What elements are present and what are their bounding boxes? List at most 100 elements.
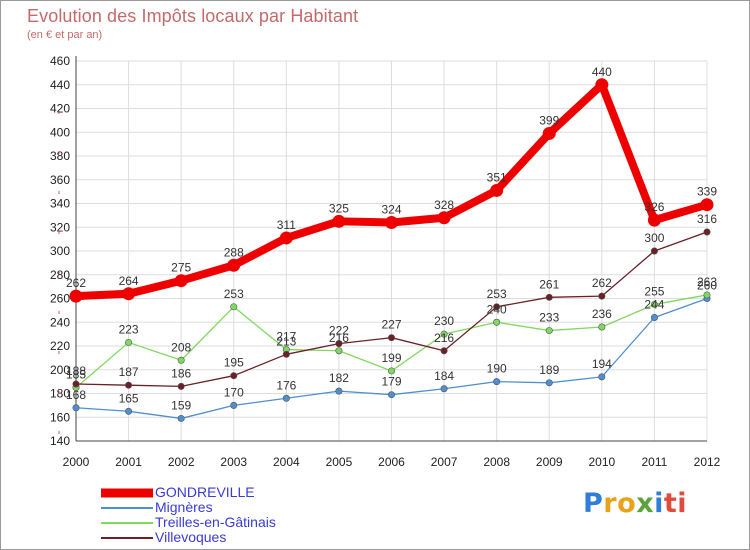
data-point [177, 356, 185, 364]
data-point [703, 228, 711, 236]
y-tick-label: 340 [50, 197, 70, 211]
legend-label: GONDREVILLE [155, 484, 255, 500]
data-label: 189 [539, 363, 559, 377]
data-label: 216 [329, 331, 349, 345]
x-tick-label: 2000 [63, 455, 90, 469]
data-label: 236 [592, 307, 612, 321]
legend-swatch [101, 530, 153, 545]
data-point [227, 258, 241, 272]
data-point [647, 213, 661, 227]
data-label: 264 [119, 274, 139, 288]
data-point [493, 303, 501, 311]
data-point [332, 214, 346, 228]
chart-title: Evolution des Impôts locaux par Habitant [27, 6, 359, 26]
data-label: 222 [329, 324, 349, 338]
data-point [440, 347, 448, 355]
data-label: 195 [224, 356, 244, 370]
data-point [177, 382, 185, 390]
data-label: 263 [697, 275, 717, 289]
data-point [174, 274, 188, 288]
data-label: 190 [487, 362, 507, 376]
logo-letter: t [663, 488, 678, 519]
data-label: 253 [487, 287, 507, 301]
data-point [598, 373, 606, 381]
logo-letter: i [654, 488, 664, 519]
data-point [125, 381, 133, 389]
data-point [598, 323, 606, 331]
data-point [595, 78, 609, 92]
data-label: 260 [697, 279, 717, 293]
data-label: 176 [276, 378, 296, 392]
data-label: 339 [697, 185, 717, 199]
data-label: 300 [644, 231, 664, 245]
data-label: 208 [171, 340, 191, 354]
y-tick-label: 180 [50, 387, 70, 401]
logo-letter: o [617, 488, 637, 519]
data-point [125, 407, 133, 415]
y-tick-label: 300 [50, 244, 70, 258]
data-label: 186 [171, 366, 191, 380]
data-point [335, 387, 343, 395]
data-point [542, 126, 556, 140]
data-label: 253 [224, 287, 244, 301]
data-label: 288 [224, 245, 244, 259]
data-point [493, 378, 501, 386]
data-point [385, 216, 398, 229]
data-point [490, 183, 504, 197]
data-point [122, 287, 136, 301]
data-label: 255 [644, 284, 664, 298]
data-label: 187 [119, 365, 139, 379]
data-label: 168 [66, 388, 86, 402]
data-point [437, 211, 451, 225]
data-point [387, 367, 395, 375]
data-label: 244 [644, 298, 664, 312]
data-point [700, 198, 714, 212]
data-point [335, 347, 343, 355]
data-point [230, 401, 238, 409]
data-point [177, 414, 185, 422]
x-tick-label: 2002 [168, 455, 195, 469]
legend-label: Treilles-en-Gâtinais [155, 514, 276, 530]
x-tick-label: 2007 [431, 455, 458, 469]
data-label: 275 [171, 261, 191, 275]
x-tick-label: 2003 [220, 455, 247, 469]
data-label: 240 [487, 302, 507, 316]
data-point [650, 247, 658, 255]
y-tick-label: 380 [50, 149, 70, 163]
legend-label: Villevoques [155, 529, 227, 545]
data-label: 194 [592, 357, 612, 371]
data-label: 184 [434, 369, 454, 383]
data-point [440, 385, 448, 393]
y-tick-label: 320 [50, 220, 70, 234]
data-label: 326 [644, 200, 664, 214]
data-point [230, 303, 238, 311]
data-label: 351 [487, 170, 507, 184]
chart-subtitle: (en € et par an) [27, 29, 103, 41]
data-label: 182 [329, 371, 349, 385]
x-tick-label: 2001 [115, 455, 142, 469]
data-point [493, 318, 501, 326]
logo-letter: x [636, 488, 655, 519]
data-point [69, 289, 83, 303]
y-tick-label: 260 [50, 292, 70, 306]
y-tick-label: 240 [50, 315, 70, 329]
data-point [545, 293, 553, 301]
data-point [387, 334, 395, 342]
data-point [72, 404, 80, 412]
data-label: 325 [329, 201, 349, 215]
y-tick-label: 140 [50, 434, 70, 448]
data-label: 262 [592, 276, 612, 290]
data-label: 159 [171, 398, 191, 412]
data-point [125, 338, 133, 346]
x-tick-label: 2011 [642, 455, 668, 469]
y-tick-label: 460 [50, 54, 70, 68]
y-tick-label: 220 [50, 339, 70, 353]
logo-letter: i [677, 488, 688, 519]
y-tick-label: 160 [50, 410, 70, 424]
data-point [703, 291, 711, 299]
legend-swatch [101, 500, 153, 515]
logo-letter: P [583, 488, 604, 519]
data-point [650, 313, 658, 321]
